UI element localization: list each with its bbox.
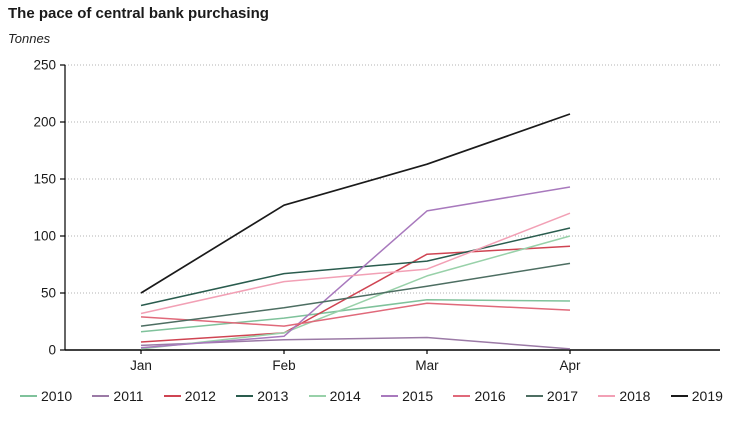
y-tick-label: 100 [33,229,56,244]
legend-label: 2013 [257,388,289,404]
legend-item-2012: 2012 [163,388,216,404]
y-tick-label: 0 [48,343,56,358]
legend-swatch-2010 [20,395,37,397]
legend-swatch-2017 [525,395,543,397]
legend-item-2014: 2014 [308,388,361,404]
x-tick-label: Feb [272,358,295,373]
legend-label: 2010 [41,388,73,404]
series-line-2017 [140,262,571,327]
series-line-2013 [140,227,571,307]
legend-swatch-2012 [163,395,181,397]
legend-label: 2019 [691,388,723,404]
legend-swatch-2016 [453,395,471,397]
y-axis-unit-label: Tonnes [8,31,51,46]
legend-label: 2018 [619,388,651,404]
line-chart: 0 50 100 150 200 250 Jan Feb Mar Apr [33,58,720,373]
legend-label: 2015 [402,388,434,404]
series-line-2010 [140,299,571,333]
legend-label: 2017 [546,388,579,404]
series-line-2012 [140,245,571,343]
y-tick-label: 250 [33,58,56,73]
series-line-2015 [140,186,571,349]
chart-legend: 2010 2011 2012 2013 2014 2015 2016 2017 2018 2019 [0,388,733,404]
x-tick-label: Mar [415,358,439,373]
legend-swatch-2015 [381,395,399,397]
legend-swatch-2013 [236,395,254,397]
legend-label: 2011 [113,388,144,404]
legend-swatch-2014 [308,395,326,397]
y-tick-label: 200 [33,115,56,130]
legend-item-2013: 2013 [236,388,288,404]
legend-label: 2016 [474,388,506,404]
legend-item-2019: 2019 [670,388,723,404]
legend-item-2010: 2010 [20,388,72,404]
series-line-2014 [140,235,571,350]
chart-title: The pace of central bank purchasing [8,5,269,22]
y-tick-label: 50 [41,286,56,301]
legend-swatch-2019 [670,395,688,397]
legend-item-2015: 2015 [381,388,433,404]
legend-swatch-2011 [92,395,110,397]
legend-label: 2014 [329,388,361,404]
x-tick-label: Jan [130,358,152,373]
legend-item-2011: 2011 [92,388,144,404]
legend-label: 2012 [184,388,216,404]
legend-swatch-2018 [598,395,616,397]
x-tick-label: Apr [559,358,581,373]
legend-item-2018: 2018 [598,388,650,404]
series-line-2016 [140,302,571,327]
legend-item-2017: 2017 [525,388,579,404]
y-tick-label: 150 [33,172,56,187]
legend-item-2016: 2016 [453,388,506,404]
series-line-2019 [140,113,571,294]
series-line-2018 [140,212,571,315]
